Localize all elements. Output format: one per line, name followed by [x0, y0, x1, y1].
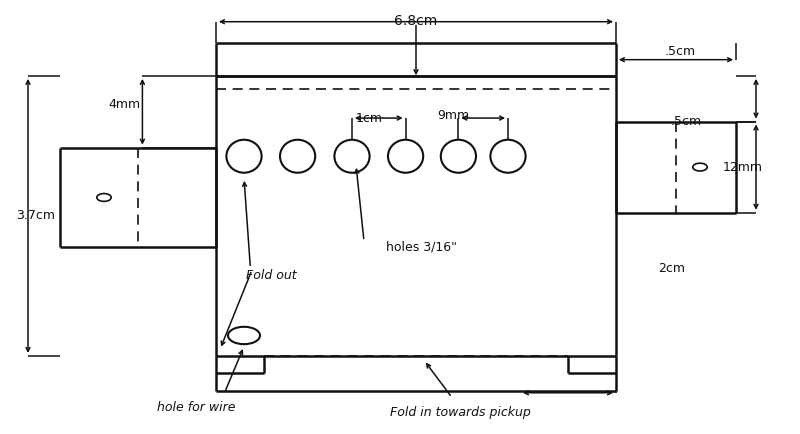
- Text: 3.7cm: 3.7cm: [17, 209, 55, 222]
- Text: hole for wire: hole for wire: [157, 401, 235, 414]
- Text: Fold out: Fold out: [246, 269, 296, 282]
- Text: Fold in towards pickup: Fold in towards pickup: [390, 406, 530, 419]
- Text: holes 3/16": holes 3/16": [386, 241, 458, 254]
- Text: 12mm: 12mm: [722, 161, 762, 174]
- Text: .5cm: .5cm: [665, 45, 695, 58]
- Text: 6.8cm: 6.8cm: [394, 14, 438, 28]
- Text: .5cm: .5cm: [671, 115, 702, 128]
- Text: 4mm: 4mm: [108, 98, 140, 111]
- Text: 2cm: 2cm: [658, 262, 686, 275]
- Text: 1cm: 1cm: [356, 112, 383, 125]
- Text: 9mm: 9mm: [438, 109, 470, 122]
